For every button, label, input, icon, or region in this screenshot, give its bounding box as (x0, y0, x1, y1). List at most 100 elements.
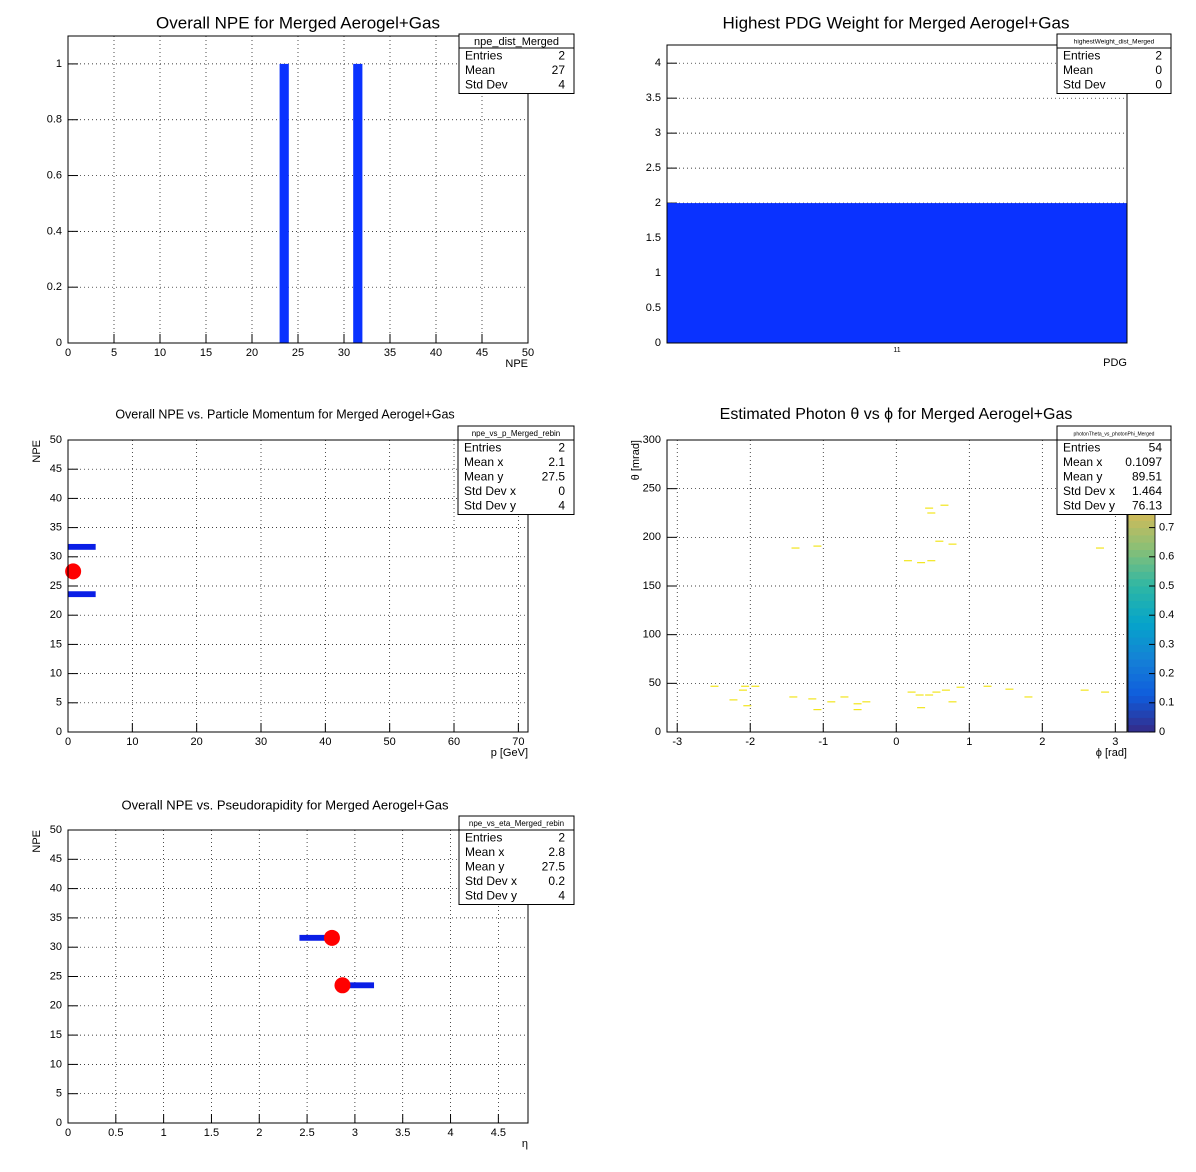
colorbar-step (1128, 564, 1155, 572)
colorbar-step (1128, 549, 1155, 558)
x-tick-label: 2.5 (299, 1127, 314, 1139)
stats-label: Std Dev y (1063, 498, 1115, 512)
y-tick-label: 300 (643, 434, 661, 446)
x-tick-label: 40 (430, 347, 442, 359)
colorbar-step (1128, 659, 1155, 667)
x-tick-label: 25 (292, 347, 304, 359)
stats-title: highestWeight_dist_Merged (1074, 39, 1155, 46)
x-tick-label: -3 (672, 736, 682, 748)
stats-label: Mean x (465, 845, 504, 859)
y-tick-label: 5 (56, 1088, 62, 1100)
stats-label: Std Dev x (464, 484, 516, 498)
y-tick-label: 0.6 (47, 169, 62, 181)
stats-title: photonTheta_vs_photonPhi_Merged (1074, 431, 1155, 437)
y-tick-label: 25 (50, 970, 62, 982)
z-tick-label: 0.5 (1159, 580, 1174, 592)
profile-point (323, 929, 340, 946)
x-tick-label: 4.5 (491, 1127, 506, 1139)
stats-value: 89.51 (1132, 469, 1162, 483)
x-tick-label: 5 (111, 347, 117, 359)
stats-label: Std Dev x (1063, 484, 1115, 498)
colorbar-step (1128, 607, 1155, 616)
x-tick-label: 1 (966, 736, 972, 748)
y-tick-label: 40 (50, 492, 62, 504)
stats-title: npe_vs_p_Merged_rebin (472, 429, 561, 438)
y-tick-label: 200 (643, 531, 661, 543)
bin-cell (348, 982, 375, 989)
x-tick-label: 2 (1039, 736, 1045, 748)
stats-title: npe_vs_eta_Merged_rebin (469, 819, 564, 828)
stats-label: Entries (1063, 48, 1100, 62)
y-tick-label: 50 (50, 824, 62, 836)
stats-label: Entries (465, 830, 502, 844)
plot-frame (666, 439, 1128, 733)
y-tick-label: 30 (50, 551, 62, 563)
y-tick-label: 10 (50, 668, 62, 680)
x-tick-label: 3.5 (395, 1127, 410, 1139)
z-tick-label: 0.6 (1159, 551, 1174, 563)
x-tick-label: 35 (384, 347, 396, 359)
profile-point (65, 563, 82, 580)
y-tick-label: 0 (56, 337, 62, 349)
stats-value: 0 (558, 484, 565, 498)
x-tick-label: 70 (512, 736, 524, 748)
y-tick-label: 25 (50, 580, 62, 592)
x-tick-label: 20 (246, 347, 258, 359)
y-axis-label: NPE (31, 440, 43, 463)
stats-value: 0 (1155, 63, 1162, 77)
x-axis-label: NPE (505, 358, 528, 370)
colorbar-step (1128, 556, 1155, 565)
x-tick-label: 50 (522, 347, 534, 359)
y-tick-label: 150 (643, 580, 661, 592)
stats-box (1056, 425, 1172, 515)
x-tick-label: 15 (200, 347, 212, 359)
colorbar-step (1128, 666, 1155, 675)
stats-label: Std Dev (1063, 77, 1106, 91)
stats-label: Entries (465, 48, 502, 62)
y-tick-label: 0 (56, 726, 62, 738)
colorbar-step (1128, 717, 1155, 726)
stats-label: Mean y (1063, 469, 1102, 483)
x-tick-label: 30 (338, 347, 350, 359)
y-tick-label: 20 (50, 609, 62, 621)
stats-value: 76.13 (1132, 498, 1162, 512)
z-tick-label: 0.3 (1159, 638, 1174, 650)
x-axis-label: PDG (1103, 357, 1127, 369)
x-tick-label: 60 (448, 736, 460, 748)
z-tick-label: 0.7 (1159, 522, 1174, 534)
z-tick-label: 0 (1159, 726, 1165, 738)
x-axis-label: p [GeV] (491, 747, 528, 759)
y-tick-label: 0.2 (47, 281, 62, 293)
stats-label: Mean (1063, 63, 1093, 77)
y-axis-label: NPE (31, 830, 43, 853)
plot-frame (666, 44, 1128, 344)
panel: Overall NPE for Merged Aerogel+Gas 0 0.2 0.… (47, 13, 575, 370)
stats-value: 27.5 (542, 859, 566, 873)
stats-label: Std Dev x (465, 874, 517, 888)
y-tick-label: 45 (50, 853, 62, 865)
x-tick-label: 1 (161, 1127, 167, 1139)
x-tick-label: 20 (191, 736, 203, 748)
x-tick-label: 40 (319, 736, 331, 748)
y-tick-label: 1 (56, 58, 62, 70)
y-tick-label: 0.4 (47, 225, 62, 237)
x-tick-label: 45 (476, 347, 488, 359)
stats-value: 0.1097 (1125, 455, 1162, 469)
colorbar-step (1128, 680, 1155, 689)
stats-box (458, 815, 575, 905)
stats-value: 4 (558, 888, 565, 902)
stats-label: Mean (465, 63, 495, 77)
stats-label: Entries (1063, 440, 1100, 454)
stats-title: npe_dist_Merged (474, 36, 559, 48)
x-tick-label: -2 (745, 736, 755, 748)
stats-label: Mean x (464, 455, 503, 469)
bin-cell (68, 543, 96, 550)
y-tick-label: 50 (50, 434, 62, 446)
x-tick-label: 0.5 (108, 1127, 123, 1139)
colorbar-step (1128, 644, 1155, 653)
colorbar-step (1128, 527, 1155, 536)
x-tick-label: 11 (893, 347, 900, 354)
y-tick-label: 35 (50, 912, 62, 924)
stats-value: 2 (558, 48, 565, 62)
stats-value: 1.464 (1132, 484, 1162, 498)
